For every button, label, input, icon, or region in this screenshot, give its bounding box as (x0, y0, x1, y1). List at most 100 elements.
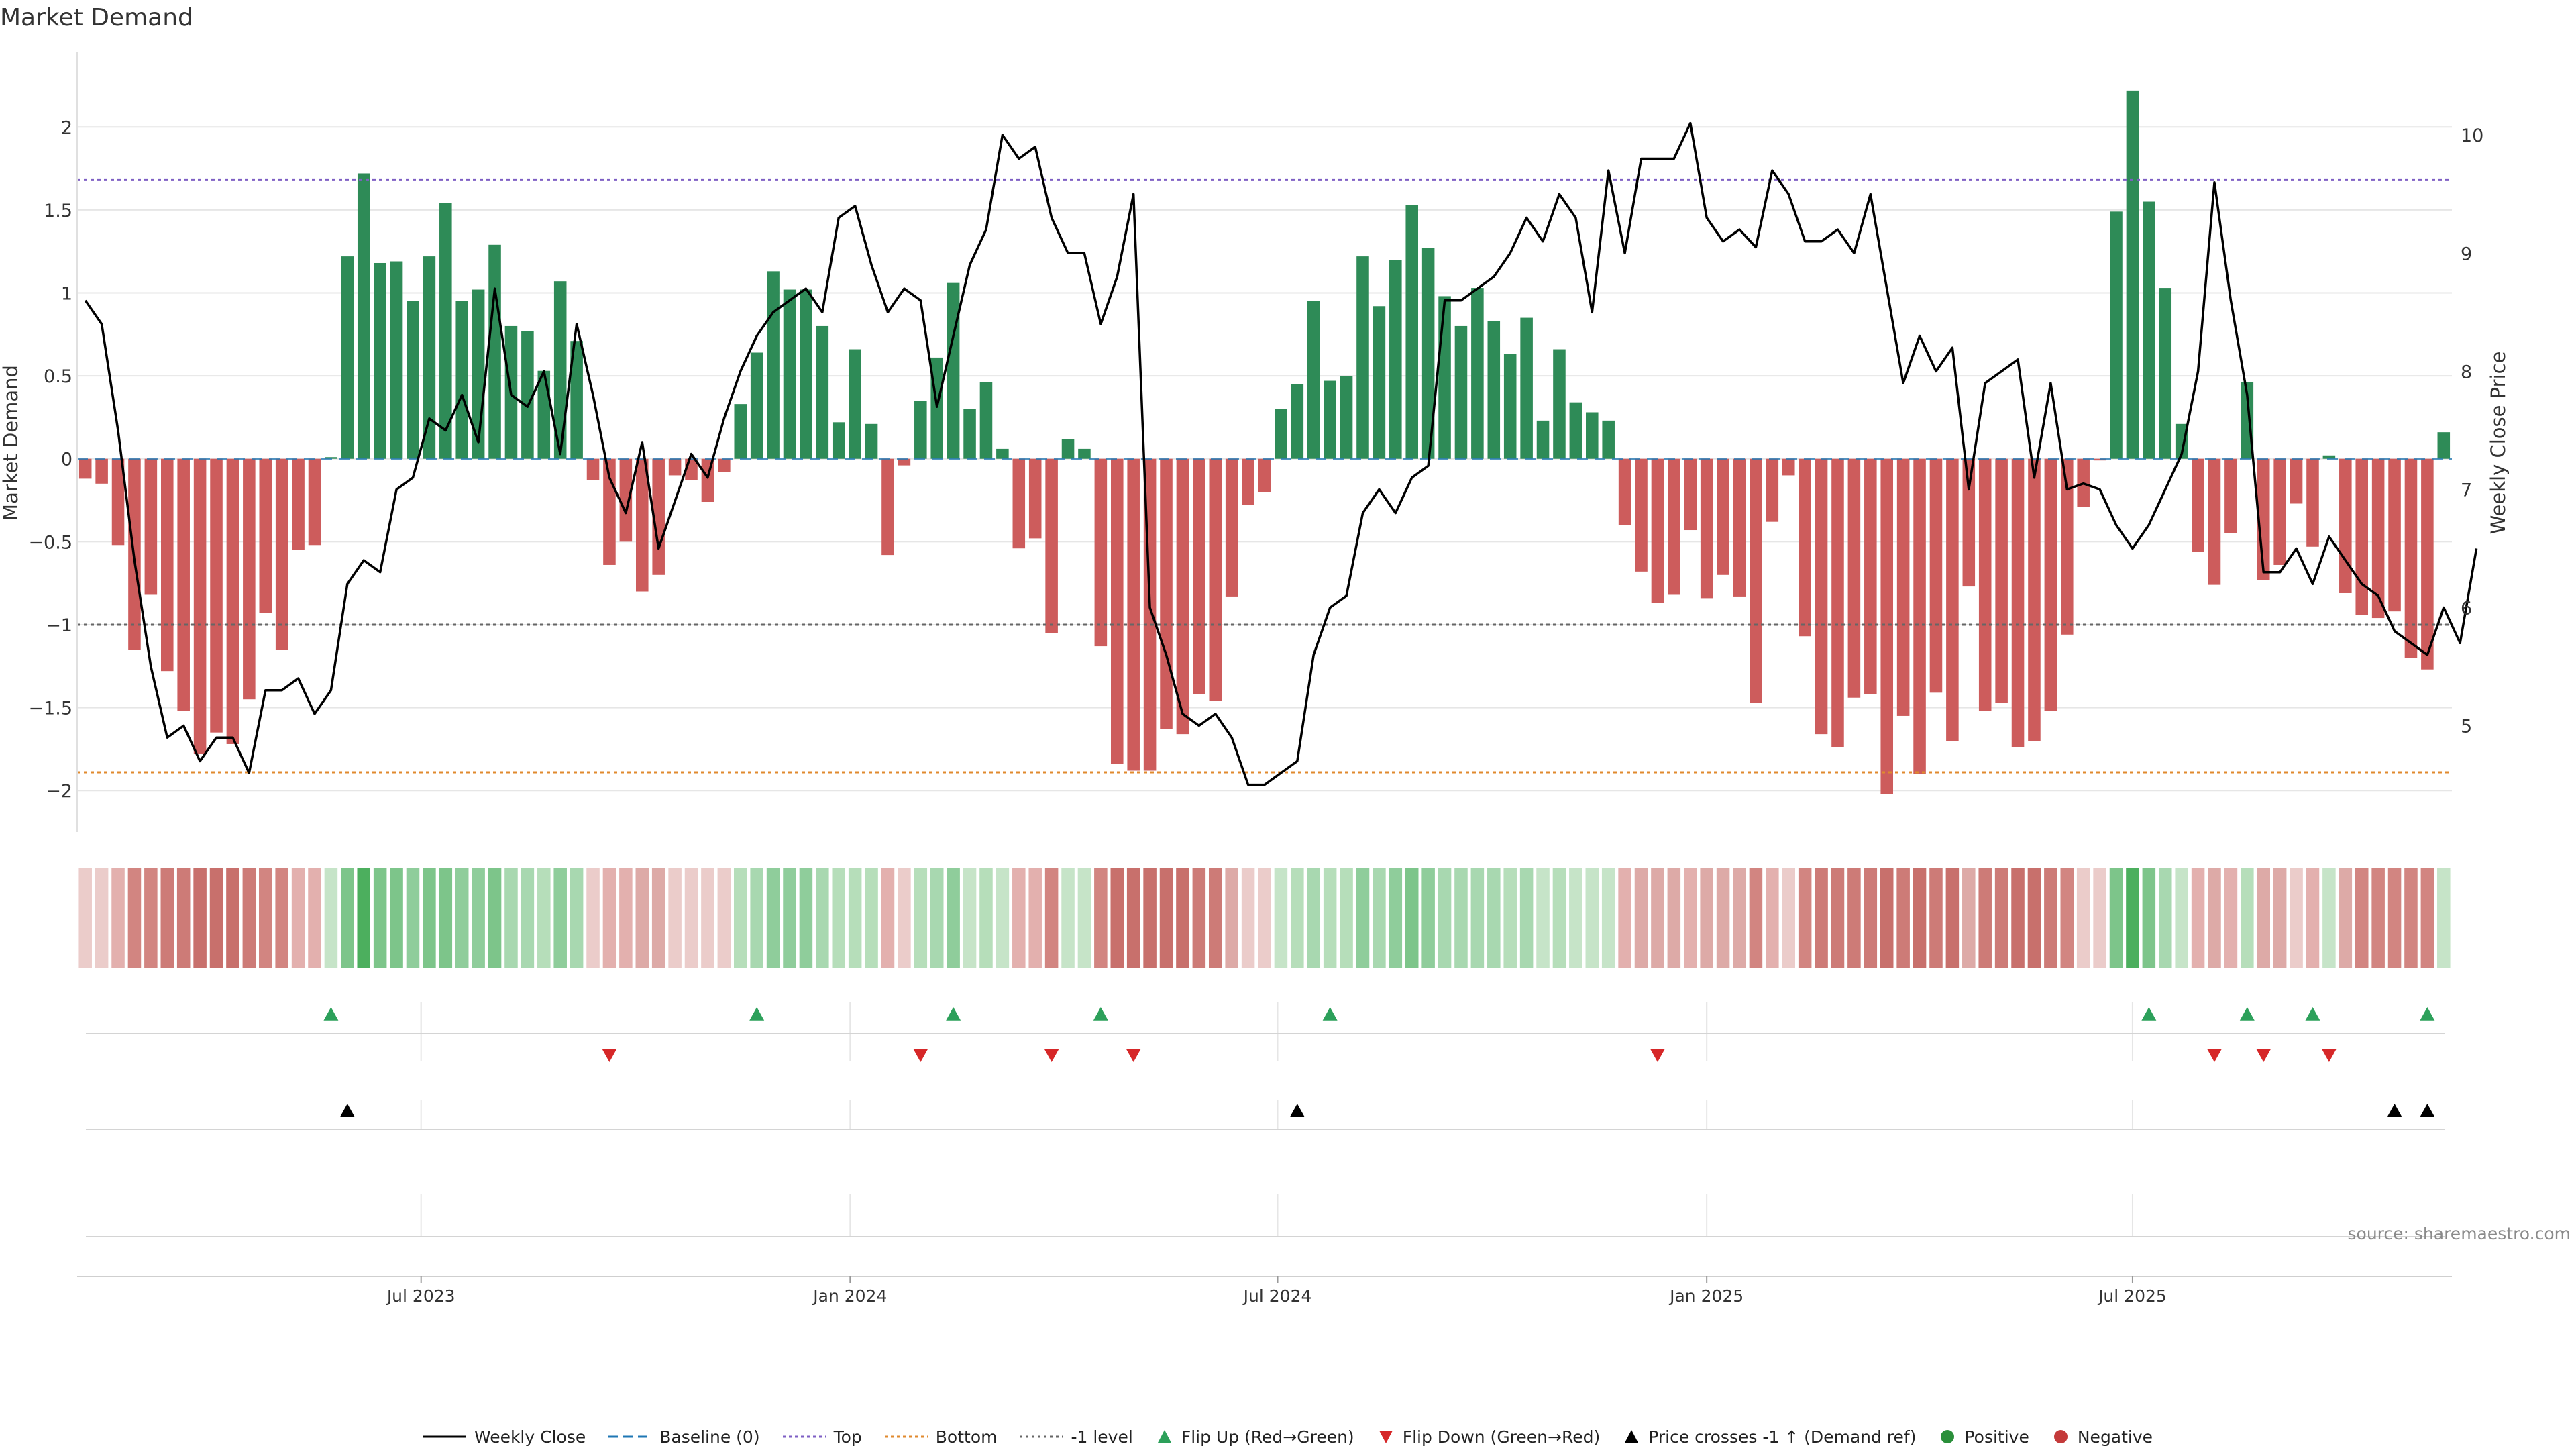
demand-strip-cell (2241, 868, 2254, 968)
legend-item: Weekly Close (423, 1427, 586, 1447)
demand-bar (1110, 458, 1124, 764)
demand-strip-cell (537, 868, 551, 968)
demand-bar (1275, 409, 1287, 459)
demand-strip-cell (1487, 868, 1501, 968)
demand-bar (226, 458, 239, 744)
demand-strip-cell (602, 868, 616, 968)
demand-bar (1896, 458, 1910, 716)
demand-bar (1094, 458, 1108, 647)
demand-bar (78, 458, 92, 479)
demand-strip-cell (1225, 868, 1238, 968)
demand-strip-cell (684, 868, 698, 968)
demand-bar (816, 325, 829, 459)
legend-item: Baseline (0) (608, 1427, 760, 1447)
reference-lines (77, 178, 2452, 774)
demand-strip-cell (1258, 868, 1271, 968)
flip-up-marker (323, 1007, 339, 1021)
legend-label: Top (833, 1427, 862, 1447)
demand-bar (2404, 458, 2418, 658)
demand-bar (1438, 296, 1451, 459)
demand-strip-cell (1356, 868, 1370, 968)
legend-swatch-mark (1625, 1430, 1639, 1443)
demand-bar (2224, 458, 2237, 533)
legend-item: Negative (2052, 1427, 2153, 1447)
demand-strip-cell (816, 868, 829, 968)
legend-label: Positive (1964, 1427, 2029, 1447)
y-tick-label: 2 (61, 117, 72, 138)
y2-tick-label: 5 (2461, 717, 2472, 737)
demand-strip-cell (1143, 868, 1157, 968)
x-tick-label: Jul 2025 (2097, 1286, 2167, 1306)
demand-strip-cell (2290, 868, 2303, 968)
price-cross-marker (2420, 1104, 2435, 1117)
legend-label: Price crosses -1 ↑ (Demand ref) (1648, 1427, 1917, 1447)
weekly-close-price-line (84, 121, 2478, 786)
axis-layer: 2 1.5 1 0.5 0 −0.5 −1 −1.5 −2 10 9 8 7 6 5 Jul 2023 Jan … (28, 52, 2483, 1306)
demand-bar (586, 458, 600, 480)
demand-strip-cell (832, 868, 846, 968)
flip-up-marker (2239, 1007, 2255, 1021)
demand-bar (1684, 458, 1697, 531)
demand-strip-cell (2371, 868, 2385, 968)
demand-strip-cell (651, 868, 665, 968)
demand-strip-cell (144, 868, 158, 968)
demand-strip-cell (701, 868, 714, 968)
demand-bar (898, 458, 911, 466)
demand-bar (1847, 458, 1861, 698)
demand-bar (111, 458, 125, 546)
demand-strip-cell (275, 868, 288, 968)
demand-strip-cell (2339, 868, 2353, 968)
demand-strip-cell (2437, 868, 2451, 968)
demand-strip-cell (1176, 868, 1189, 968)
demand-strip-cell (881, 868, 895, 968)
demand-bar (1569, 402, 1582, 459)
demand-strip-cell (193, 868, 207, 968)
demand-strip-cell (2191, 868, 2205, 968)
demand-bar (718, 458, 731, 472)
demand-bar (2273, 458, 2286, 565)
demand-strip-cell (1126, 868, 1140, 968)
demand-strip-cell (2306, 868, 2320, 968)
demand-strip-cell (914, 868, 928, 968)
demand-strip-cell (1962, 868, 1976, 968)
demand-strip-cell (127, 868, 142, 968)
demand-strip-cell (308, 868, 321, 968)
demand-strip-cell (553, 868, 567, 968)
y2-tick-label: 6 (2461, 598, 2472, 619)
demand-strip-cell (2224, 868, 2238, 968)
demand-strip-cell (1503, 868, 1517, 968)
demand-strip-cell (1241, 868, 1255, 968)
demand-strip-cell (1585, 868, 1599, 968)
demand-bar (243, 458, 256, 700)
legend-item: Positive (1939, 1427, 2029, 1447)
flip-down-marker (1044, 1049, 1059, 1062)
demand-bar (275, 458, 288, 650)
legend-swatch (608, 1435, 652, 1438)
demand-bar (2143, 201, 2155, 459)
demand-strip-cell (1733, 868, 1746, 968)
legend-label: Negative (2077, 1427, 2153, 1447)
demand-strip-cell (1766, 868, 1779, 968)
flip-up-marker (1322, 1007, 1338, 1021)
legend-swatch (2053, 1430, 2068, 1443)
demand-bar (1028, 458, 1042, 539)
demand-strip-cell (1798, 868, 1812, 968)
demand-bar (1553, 349, 1566, 459)
demand-strip-cell (635, 868, 649, 968)
demand-strip-cell (1880, 868, 1894, 968)
demand-strip-cell (373, 868, 387, 968)
demand-bar (849, 349, 861, 459)
demand-strip-cell (472, 868, 485, 968)
demand-bar (832, 422, 845, 459)
demand-bar (783, 289, 796, 459)
demand-strip-cell (1044, 868, 1059, 968)
demand-strip-cell (996, 868, 1010, 968)
signal-markers (323, 1007, 2435, 1117)
chart-title: Market Demand (0, 4, 193, 32)
demand-strip-cell (2142, 868, 2156, 968)
demand-bar (570, 341, 583, 459)
source-credit: source: sharemaestro.com (2348, 1224, 2571, 1243)
demand-strip-cell (1470, 868, 1485, 968)
demand-strip-cell (521, 868, 535, 968)
y-tick-label: 1 (61, 283, 72, 304)
